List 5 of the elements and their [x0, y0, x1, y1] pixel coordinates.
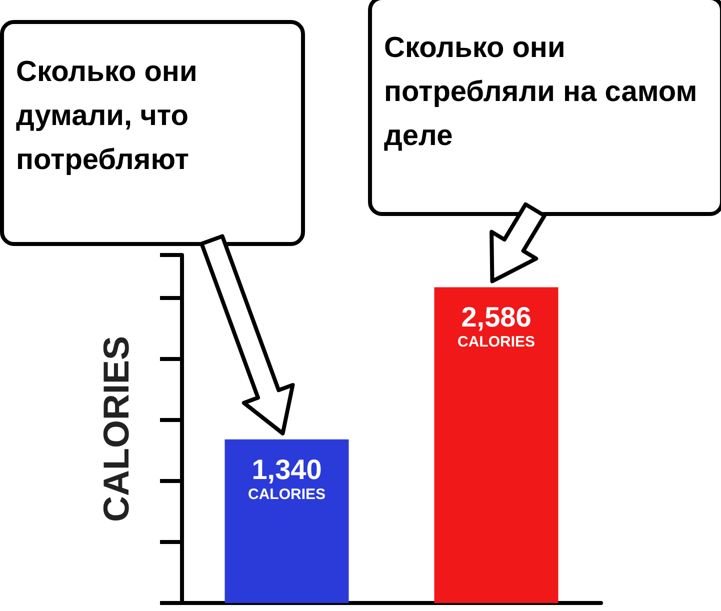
text: Сколько они потребляли на самом деле	[368, 0, 721, 216]
data-label: 1,340 CALORIES	[248, 454, 326, 503]
data-label: 2,586 CALORIES	[457, 302, 536, 351]
text: Сколько они думали, что потребляют	[0, 20, 305, 246]
y-axis-title: CALORIES	[96, 336, 136, 522]
